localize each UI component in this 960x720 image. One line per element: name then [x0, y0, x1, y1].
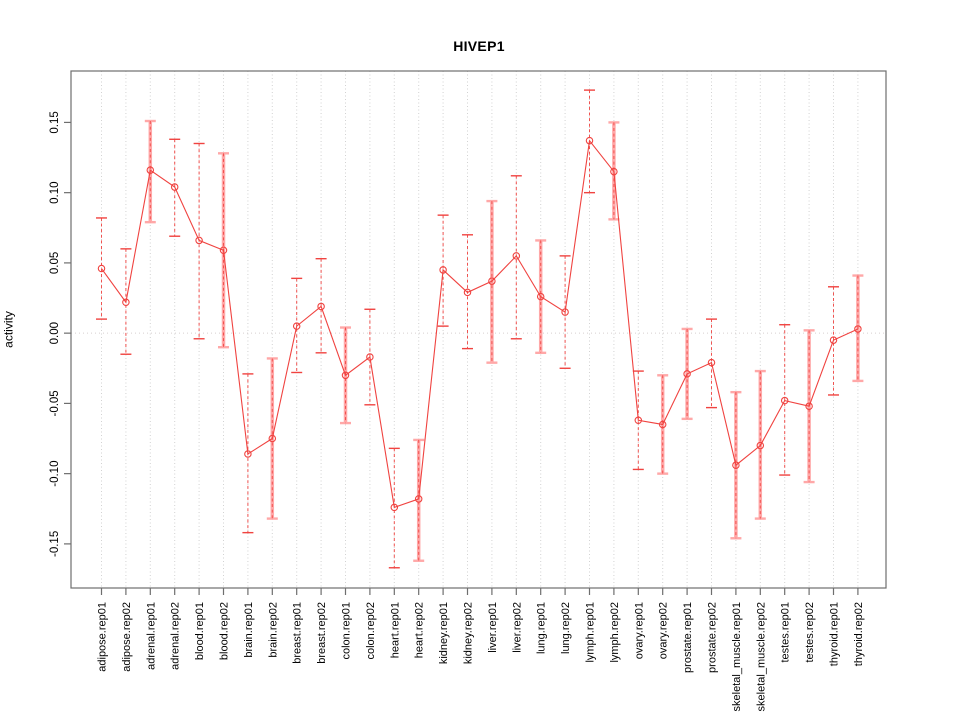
x-tick-label: testes.rep02 [804, 602, 816, 663]
data-point-marker [390, 503, 399, 512]
data-point-marker [512, 252, 521, 260]
x-tick-label: kidney.rep01 [438, 602, 450, 664]
data-point-marker [854, 325, 862, 333]
x-tick-label: kidney.rep02 [463, 602, 475, 664]
x-tick-label: heart.rep02 [414, 602, 426, 658]
y-tick-label: 0.05 [49, 252, 61, 274]
x-tick-label: brain.rep02 [267, 602, 279, 658]
data-point-marker [146, 166, 155, 174]
x-tick-label: lung.rep01 [536, 602, 548, 654]
plot-frame [70, 70, 887, 589]
x-tick-label: lung.rep02 [560, 602, 572, 654]
data-point-marker [707, 358, 716, 367]
data-point-marker [805, 402, 813, 410]
data-point-marker [292, 322, 301, 330]
data-point-marker [585, 136, 594, 145]
x-tick-label: adipose.rep01 [97, 602, 109, 672]
x-tick-label: breast.rep01 [292, 602, 304, 664]
data-point-marker [195, 236, 203, 245]
x-tick-label: skeletal_muscle.rep01 [731, 602, 743, 711]
data-point-marker [634, 416, 643, 425]
x-tick-label: blood.rep01 [194, 602, 206, 660]
x-tick-label: heart.rep01 [389, 602, 401, 658]
x-tick-label: lymph.rep02 [609, 602, 621, 663]
data-point-marker [97, 264, 106, 273]
x-tick-label: adrenal.rep02 [170, 602, 182, 670]
data-point-marker [536, 292, 545, 301]
x-tick-label: testes.rep01 [780, 602, 792, 663]
y-tick-label: -0.05 [49, 390, 61, 416]
data-point-marker [463, 288, 472, 297]
data-point-marker [829, 336, 838, 344]
data-point-marker [439, 266, 447, 274]
x-tick-label: breast.rep02 [316, 602, 328, 664]
data-point-marker [268, 434, 277, 443]
data-point-marker [317, 302, 325, 311]
data-point-marker [610, 167, 618, 176]
data-point-marker [122, 298, 130, 306]
x-tick-label: skeletal_muscle.rep02 [755, 602, 767, 711]
data-point-marker [341, 371, 350, 380]
x-tick-label: adrenal.rep01 [145, 602, 157, 670]
x-tick-label: ovary.rep02 [658, 602, 670, 659]
y-tick-label: -0.10 [49, 461, 61, 487]
y-tick-label: 0.10 [49, 181, 61, 203]
x-tick-label: liver.rep01 [487, 602, 499, 653]
x-tick-label: colon.rep02 [365, 602, 377, 660]
x-tick-label: prostate.rep02 [707, 602, 719, 673]
x-tick-label: brain.rep01 [243, 602, 255, 658]
x-tick-label: lymph.rep01 [585, 602, 597, 663]
x-tick-label: blood.rep02 [219, 602, 231, 660]
x-tick-label: liver.rep02 [511, 602, 523, 653]
data-point-marker [366, 353, 374, 361]
data-point-marker [488, 277, 496, 285]
data-point-marker [780, 396, 789, 405]
y-tick-label: -0.15 [49, 531, 61, 557]
x-tick-label: prostate.rep01 [682, 602, 694, 673]
data-point-marker [561, 308, 569, 316]
data-point-marker [414, 495, 423, 503]
x-tick-label: thyroid.rep01 [829, 602, 841, 666]
data-point-marker [732, 461, 740, 469]
y-tick-label: 0.00 [49, 322, 61, 344]
data-point-marker [683, 370, 691, 378]
x-tick-label: adipose.rep02 [121, 602, 133, 672]
x-tick-label: thyroid.rep02 [853, 602, 865, 666]
data-point-marker [756, 441, 765, 450]
data-point-marker [658, 420, 667, 429]
series-line [101, 139, 859, 509]
data-point-marker [170, 183, 179, 191]
data-point-marker [244, 450, 252, 458]
chart-title: HIVEP1 [453, 38, 505, 54]
y-tick-label: 0.15 [49, 111, 61, 133]
data-point-marker [219, 246, 228, 255]
x-tick-label: colon.rep01 [341, 602, 353, 660]
x-tick-label: ovary.rep01 [633, 602, 645, 659]
